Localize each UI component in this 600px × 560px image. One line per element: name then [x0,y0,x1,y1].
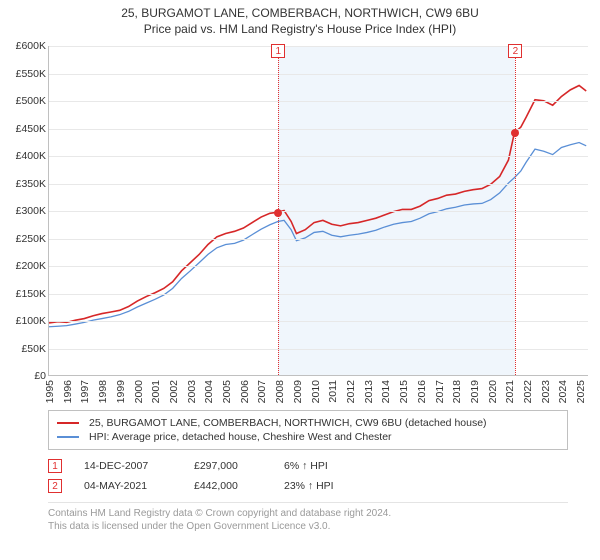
event-marker-icon: 2 [508,44,522,58]
gridline [49,74,588,75]
gridline [49,101,588,102]
x-tick-label: 2025 [575,380,587,403]
x-tick-label: 2020 [487,380,499,403]
gridline [49,211,588,212]
legend: 25, BURGAMOT LANE, COMBERBACH, NORTHWICH… [48,410,568,450]
x-tick-label: 1996 [62,380,74,403]
y-tick-label: £250K [4,233,46,245]
x-tick-label: 1995 [44,380,56,403]
event-date: 14-DEC-2007 [84,460,194,472]
footer: Contains HM Land Registry data © Crown c… [48,502,568,533]
x-tick-label: 2024 [557,380,569,403]
x-tick-label: 2006 [239,380,251,403]
x-tick-label: 1997 [79,380,91,403]
gridline [49,349,588,350]
x-tick-label: 2013 [363,380,375,403]
x-tick-label: 2007 [256,380,268,403]
x-tick-label: 2023 [540,380,552,403]
x-tick-label: 2001 [150,380,162,403]
x-tick-label: 2005 [221,380,233,403]
sale-dot-icon [274,209,282,217]
x-tick-label: 2016 [416,380,428,403]
y-tick-label: £0 [4,370,46,382]
event-delta: 6% ↑ HPI [284,460,364,472]
x-tick-label: 1998 [97,380,109,403]
legend-label: HPI: Average price, detached house, Ches… [89,431,392,443]
x-tick-label: 2011 [327,380,339,403]
event-row: 1 14-DEC-2007 £297,000 6% ↑ HPI [48,456,568,476]
chart: 12 £0£50K£100K£150K£200K£250K£300K£350K£… [0,36,600,406]
event-delta: 23% ↑ HPI [284,480,364,492]
x-tick-label: 2021 [504,380,516,403]
event-marker-icon: 1 [271,44,285,58]
y-tick-label: £350K [4,178,46,190]
x-tick-label: 2002 [168,380,180,403]
y-tick-label: £450K [4,123,46,135]
plot-area: 12 [48,46,588,376]
x-tick-label: 2022 [522,380,534,403]
x-tick-label: 1999 [115,380,127,403]
x-tick-label: 2008 [274,380,286,403]
gridline [49,239,588,240]
x-tick-label: 2018 [451,380,463,403]
x-tick-label: 2015 [398,380,410,403]
title-sub: Price paid vs. HM Land Registry's House … [0,22,600,36]
gridline [49,46,588,47]
event-marker-icon: 2 [48,479,62,493]
y-tick-label: £100K [4,315,46,327]
y-tick-label: £200K [4,260,46,272]
y-tick-label: £50K [4,343,46,355]
x-tick-label: 2004 [203,380,215,403]
x-tick-label: 2003 [186,380,198,403]
y-tick-label: £300K [4,205,46,217]
gridline [49,294,588,295]
y-tick-label: £600K [4,40,46,52]
x-tick-label: 2000 [133,380,145,403]
x-tick-label: 2014 [380,380,392,403]
series-line [49,85,586,322]
gridline [49,129,588,130]
legend-item: 25, BURGAMOT LANE, COMBERBACH, NORTHWICH… [57,417,559,429]
legend-item: HPI: Average price, detached house, Ches… [57,431,559,443]
event-vline [515,46,516,375]
event-marker-icon: 1 [48,459,62,473]
legend-label: 25, BURGAMOT LANE, COMBERBACH, NORTHWICH… [89,417,487,429]
events-table: 1 14-DEC-2007 £297,000 6% ↑ HPI 2 04-MAY… [48,456,568,496]
x-tick-label: 2012 [345,380,357,403]
series-line [49,143,586,327]
gridline [49,321,588,322]
y-tick-label: £150K [4,288,46,300]
title-main: 25, BURGAMOT LANE, COMBERBACH, NORTHWICH… [0,6,600,20]
legend-swatch [57,436,79,438]
x-tick-label: 2017 [434,380,446,403]
gridline [49,156,588,157]
sale-dot-icon [511,129,519,137]
event-row: 2 04-MAY-2021 £442,000 23% ↑ HPI [48,476,568,496]
gridline [49,184,588,185]
y-tick-label: £550K [4,68,46,80]
footer-line: This data is licensed under the Open Gov… [48,520,568,533]
x-tick-label: 2010 [310,380,322,403]
x-tick-label: 2019 [469,380,481,403]
y-tick-label: £500K [4,95,46,107]
y-tick-label: £400K [4,150,46,162]
footer-line: Contains HM Land Registry data © Crown c… [48,507,568,520]
gridline [49,266,588,267]
event-price: £442,000 [194,480,284,492]
event-date: 04-MAY-2021 [84,480,194,492]
event-price: £297,000 [194,460,284,472]
legend-swatch [57,422,79,424]
x-tick-label: 2009 [292,380,304,403]
